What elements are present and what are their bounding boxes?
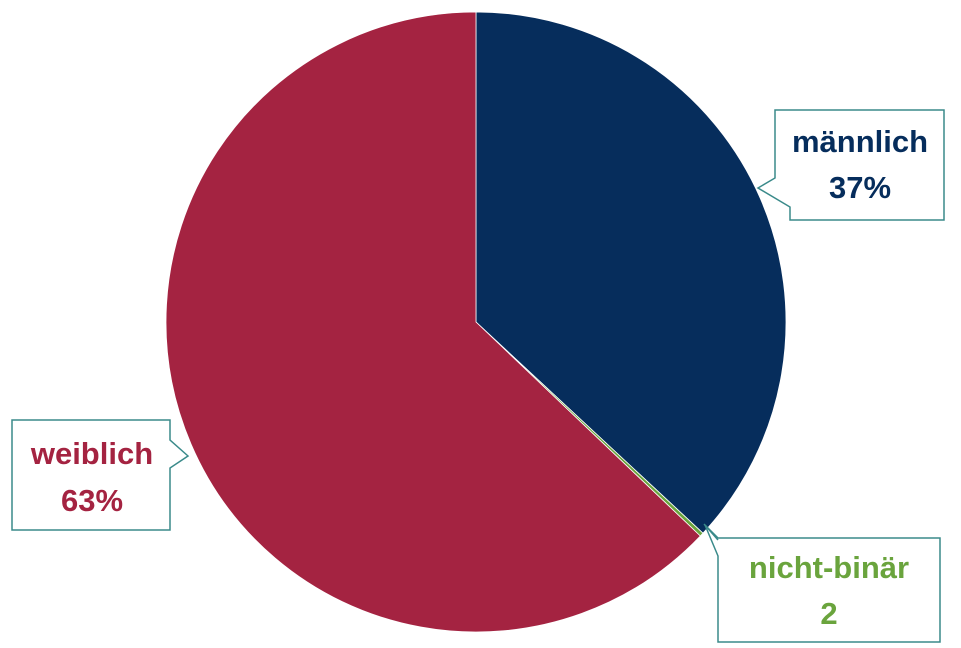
- data-label-maennlich-value: 37%: [829, 170, 891, 205]
- callout-weiblich-box: [11, 419, 190, 531]
- callout-nicht-binaer-leader: [703, 523, 719, 541]
- data-label-weiblich-name: weiblich: [30, 436, 153, 471]
- data-label-weiblich-value: 63%: [61, 483, 123, 518]
- data-label-nicht-binaer-value: 2: [820, 596, 837, 631]
- callout-maennlich: männlich 37%: [756, 109, 945, 221]
- callout-maennlich-box: [756, 109, 945, 221]
- pie-slice-3: [165, 11, 701, 633]
- callout-weiblich: weiblich 63%: [11, 419, 190, 531]
- data-label-maennlich-name: männlich: [792, 124, 928, 159]
- pie-slice-1: [475, 11, 787, 534]
- data-label-nicht-binaer-name: nicht-binär: [749, 550, 909, 585]
- pie-slices: [165, 11, 787, 633]
- callout-nicht-binaer: nicht-binär 2: [703, 523, 941, 643]
